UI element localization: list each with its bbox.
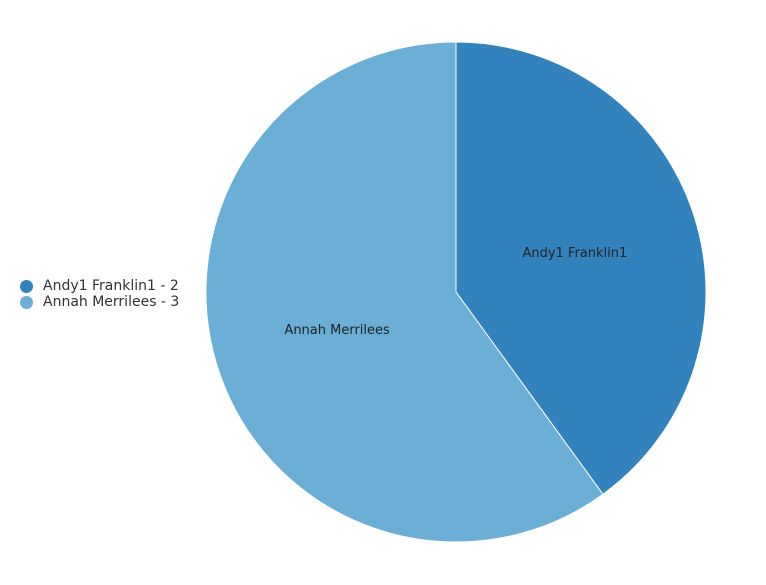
pie-slice-0[interactable]: [455, 41, 707, 495]
legend-swatch-1: [20, 295, 33, 309]
legend-item-0[interactable]: Andy1 Franklin1 - 2: [20, 278, 179, 294]
chart-legend: Andy1 Franklin1 - 2 Annah Merrilees - 3: [20, 278, 179, 310]
legend-item-1[interactable]: Annah Merrilees - 3: [20, 294, 179, 310]
pie-slice-1[interactable]: [205, 41, 604, 543]
pie-slice-label-0: Andy1 Franklin1: [522, 246, 627, 261]
pie-slice-label-1: Annah Merrilees: [284, 323, 390, 338]
legend-label-1: Annah Merrilees - 3: [43, 294, 180, 310]
legend-swatch-0: [20, 279, 33, 293]
legend-label-0: Andy1 Franklin1 - 2: [43, 278, 179, 294]
